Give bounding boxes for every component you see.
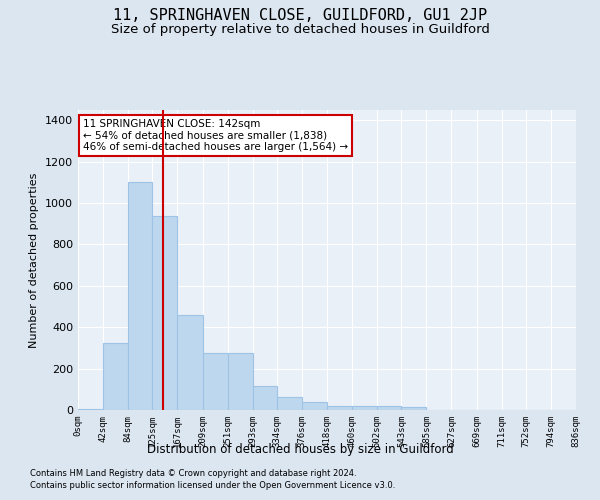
Y-axis label: Number of detached properties: Number of detached properties (29, 172, 40, 348)
Bar (253, 386, 277, 410)
Bar (377, 406, 401, 410)
Text: 11, SPRINGHAVEN CLOSE, GUILDFORD, GU1 2JP: 11, SPRINGHAVEN CLOSE, GUILDFORD, GU1 2J… (113, 8, 487, 22)
Text: Size of property relative to detached houses in Guildford: Size of property relative to detached ho… (110, 22, 490, 36)
Bar (277, 396, 302, 410)
Bar (152, 216, 178, 410)
Bar (178, 315, 203, 410)
Text: Contains HM Land Registry data © Crown copyright and database right 2024.: Contains HM Land Registry data © Crown c… (30, 468, 356, 477)
Bar (302, 402, 327, 410)
Bar (203, 353, 227, 410)
Text: Distribution of detached houses by size in Guildford: Distribution of detached houses by size … (146, 442, 454, 456)
Bar (103, 343, 128, 410)
Bar (327, 406, 352, 410)
Text: 11 SPRINGHAVEN CLOSE: 142sqm
← 54% of detached houses are smaller (1,838)
46% of: 11 SPRINGHAVEN CLOSE: 142sqm ← 54% of de… (83, 119, 348, 152)
Bar (128, 182, 152, 410)
Text: Contains public sector information licensed under the Open Government Licence v3: Contains public sector information licen… (30, 481, 395, 490)
Bar (78, 409, 103, 410)
Bar (352, 406, 377, 410)
Bar (401, 407, 427, 410)
Bar (227, 353, 253, 410)
